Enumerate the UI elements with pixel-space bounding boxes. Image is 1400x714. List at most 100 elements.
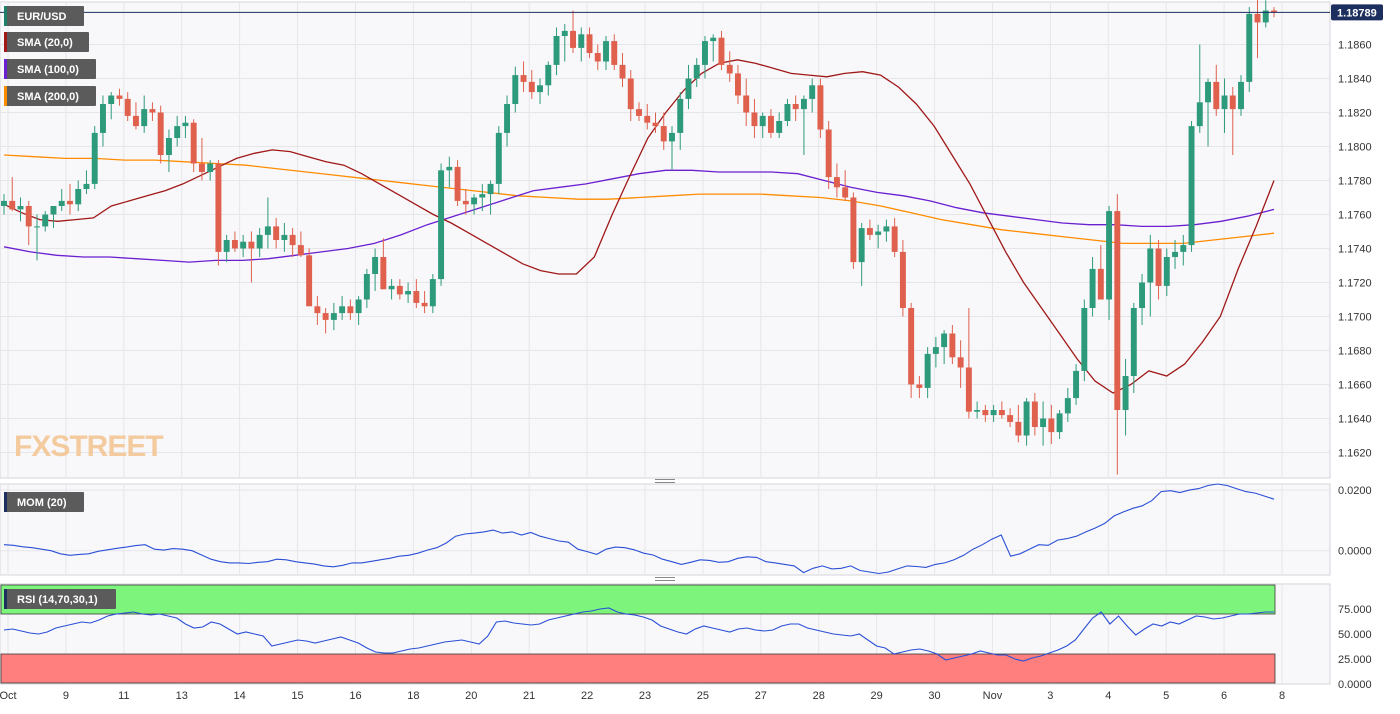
candle-body: [1048, 418, 1055, 433]
candle-body: [1040, 418, 1047, 427]
candle-body: [83, 183, 90, 189]
candle-body: [50, 206, 57, 215]
candle-body: [693, 64, 700, 79]
candle-body: [619, 64, 626, 79]
candle-body: [908, 308, 915, 385]
candle-body: [264, 226, 271, 235]
candle-body: [751, 112, 758, 127]
candle-body: [25, 206, 32, 227]
candle-body: [627, 78, 634, 110]
candle-body: [1155, 248, 1162, 286]
candle-body: [1089, 268, 1096, 308]
candle-body: [1139, 282, 1146, 308]
candle-body: [1262, 10, 1269, 23]
candle-body: [710, 37, 717, 42]
rsi-oversold-zone: [0, 653, 1276, 684]
rsi-y-tick-label: 0.0000: [1338, 679, 1372, 691]
rsi-overbought-zone: [0, 584, 1276, 615]
candle-body: [421, 302, 428, 307]
x-tick-label: 6: [1221, 690, 1227, 702]
candle-body: [1056, 413, 1063, 433]
candle-body: [734, 73, 741, 96]
candle-body: [743, 95, 750, 113]
candle-body: [924, 353, 931, 388]
fxstreet-watermark: FXSTREET: [14, 430, 163, 463]
candle-body: [718, 37, 725, 65]
x-tick-label: 8: [1279, 690, 1285, 702]
candle-body: [487, 183, 494, 195]
candle-body: [1015, 421, 1022, 436]
candle-body: [603, 41, 609, 62]
candle-body: [306, 255, 313, 307]
candle-body: [916, 384, 923, 388]
candle-body: [116, 95, 123, 99]
candle-body: [578, 34, 585, 48]
sma-200-tag-swatch: [4, 86, 7, 106]
x-tick-label: 5: [1163, 690, 1169, 702]
candle-body: [256, 234, 263, 249]
candle-body: [965, 367, 972, 412]
candle-body: [34, 226, 40, 228]
price-y-tick-label: 1.1660: [1338, 380, 1372, 392]
candle-body: [570, 30, 576, 48]
candle-body: [157, 112, 164, 155]
candle-body: [1221, 95, 1228, 110]
candle-body: [1180, 245, 1187, 252]
symbol-tag-box: [4, 6, 84, 26]
x-tick-label: 28: [813, 690, 825, 702]
candle-body: [1254, 13, 1261, 23]
x-tick-label: 21: [523, 690, 535, 702]
candle-body: [792, 104, 799, 110]
candle-body: [553, 36, 560, 65]
x-tick-label: 16: [349, 690, 361, 702]
candle-body: [347, 306, 354, 314]
candle-body: [957, 357, 964, 368]
price-y-tick-label: 1.1680: [1338, 346, 1372, 358]
candle-body: [990, 410, 997, 416]
rsi-line: [3, 607, 1274, 662]
price-y-tick-label: 1.1800: [1338, 142, 1372, 154]
candle-body: [99, 104, 106, 133]
candle-body: [322, 313, 329, 320]
candle-body: [1238, 81, 1244, 110]
candle-body: [124, 98, 131, 116]
candle-body: [182, 122, 189, 127]
price-y-tick-label: 1.1640: [1338, 414, 1372, 426]
candle-body: [932, 347, 939, 354]
mom-tag-swatch: [4, 492, 7, 512]
candle-body: [454, 166, 461, 201]
sma-20-tag-box: [4, 32, 89, 52]
rsi-tag-swatch: [4, 589, 7, 609]
candle-body: [479, 194, 486, 198]
x-tick-label: 15: [291, 690, 303, 702]
candle-body: [165, 138, 172, 155]
candle-body: [1, 200, 7, 206]
candle-body: [504, 104, 511, 133]
candle-body: [545, 64, 552, 86]
candle-body: [1122, 376, 1129, 410]
candle-body: [767, 115, 774, 133]
price-y-tick-label: 1.1780: [1338, 176, 1372, 188]
sma-100-tag-label: SMA (100,0): [17, 64, 79, 76]
price-y-tick-label: 1.1820: [1338, 108, 1372, 120]
candle-body: [149, 109, 156, 113]
candle-body: [380, 257, 387, 290]
momentum-line: [3, 483, 1275, 575]
x-tick-label: 27: [755, 690, 767, 702]
sma-100-tag-box: [4, 59, 96, 79]
symbol-tag-swatch: [4, 6, 7, 26]
candle-body: [58, 200, 65, 206]
sma-20-tag-swatch: [4, 32, 7, 52]
candle-body: [677, 98, 684, 133]
candle-body: [314, 306, 321, 314]
candle-body: [594, 53, 601, 62]
candle-body: [223, 240, 230, 252]
candle-body: [1271, 10, 1277, 13]
candle-body: [726, 64, 733, 74]
price-y-tick-label: 1.1860: [1338, 40, 1372, 52]
candle-body: [438, 170, 445, 280]
candle-body: [891, 226, 898, 252]
candle-body: [462, 200, 469, 205]
price-y-tick-label: 1.1760: [1338, 210, 1372, 222]
